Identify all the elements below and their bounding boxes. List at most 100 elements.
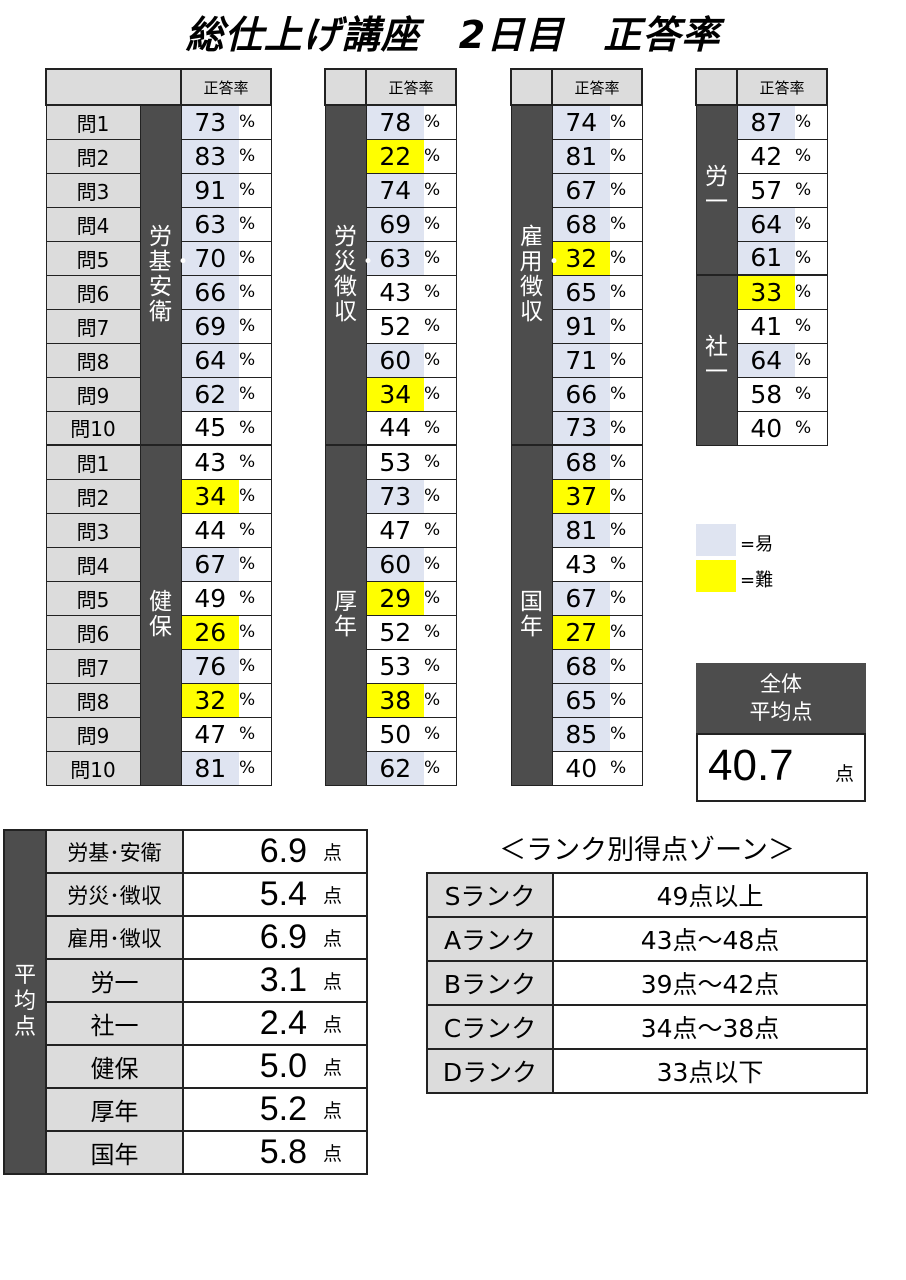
- table-row: 60%: [325, 546, 457, 582]
- subject-label: 国年: [510, 444, 553, 786]
- percent-unit: %: [610, 750, 643, 786]
- percent-unit: %: [424, 512, 457, 548]
- question-label: 問5: [45, 580, 141, 616]
- percent-unit: %: [795, 274, 828, 310]
- rate-value: 85: [551, 716, 610, 752]
- rate-value: 60: [365, 342, 424, 378]
- rate-value: 64: [736, 206, 795, 242]
- percent-unit: %: [424, 648, 457, 684]
- average-unit: 点: [323, 958, 368, 1003]
- table-row: 81%: [511, 512, 643, 548]
- average-unit: 点: [323, 1044, 368, 1089]
- average-row: 社一 2.4 点: [4, 1001, 368, 1046]
- rank-name: Aランク: [426, 916, 554, 962]
- rate-value: 67: [180, 546, 239, 582]
- percent-unit: %: [610, 274, 643, 310]
- rate-value: 73: [551, 410, 610, 446]
- percent-unit: %: [424, 308, 457, 344]
- table-row: 73%: [325, 478, 457, 514]
- rate-value: 50: [365, 716, 424, 752]
- average-subject-name: 労基･安衛: [45, 829, 184, 874]
- legend-easy-swatch: [696, 524, 736, 556]
- rate-value: 81: [180, 750, 239, 786]
- table-row: 厚年 53%: [324, 444, 457, 786]
- table-row: 64%: [696, 206, 828, 242]
- rate-value: 33: [736, 274, 795, 310]
- rank-range: 34点～38点: [552, 1004, 868, 1050]
- table-row: 63%: [325, 240, 457, 276]
- table-row: 44%: [325, 410, 457, 446]
- rate-value: 64: [180, 342, 239, 378]
- percent-unit: %: [239, 274, 272, 310]
- percent-unit: %: [610, 512, 643, 548]
- rate-value: 49: [180, 580, 239, 616]
- average-subject-name: 厚年: [45, 1087, 184, 1132]
- percent-unit: %: [610, 172, 643, 208]
- table-row: 42%: [696, 138, 828, 174]
- rank-range: 43点～48点: [552, 916, 868, 962]
- percent-unit: %: [795, 206, 828, 242]
- table-row: 66%: [511, 376, 643, 412]
- average-score: 6.9: [182, 915, 323, 960]
- table-row: 問7 76%: [45, 648, 272, 684]
- table-row: 68%: [511, 648, 643, 684]
- rate-value: 71: [551, 342, 610, 378]
- question-label: 問6: [45, 614, 141, 650]
- percent-unit: %: [610, 580, 643, 616]
- percent-unit: %: [610, 546, 643, 582]
- rate-value: 40: [736, 410, 795, 446]
- rate-value: 38: [365, 682, 424, 718]
- overall-average-value: 40.7: [708, 741, 794, 790]
- percent-unit: %: [239, 478, 272, 514]
- score-table-4: 正答率 労一 87% 42% 57% 64% 61% 社一 33% 41% 64% 58% 40%: [695, 68, 828, 446]
- average-subject-name: 社一: [45, 1001, 184, 1046]
- header-row: 正答率: [45, 68, 272, 106]
- rate-value: 26: [180, 614, 239, 650]
- percent-unit: %: [610, 648, 643, 684]
- legend-easy-label: =易: [740, 534, 774, 555]
- rate-value: 60: [365, 546, 424, 582]
- rate-value: 44: [365, 410, 424, 446]
- table-row: 71%: [511, 342, 643, 378]
- percent-unit: %: [424, 614, 457, 650]
- rank-row: Sランク 49点以上: [426, 872, 868, 918]
- rate-value: 27: [551, 614, 610, 650]
- table-row: 社一 33%: [695, 274, 828, 446]
- average-score: 5.8: [182, 1130, 323, 1175]
- overall-average-box: 40.7 点: [696, 733, 866, 802]
- subject-label: 健保: [139, 444, 182, 786]
- table-row: 問9 47%: [45, 716, 272, 752]
- percent-unit: %: [239, 546, 272, 582]
- percent-unit: %: [239, 104, 272, 140]
- question-label: 問10: [45, 750, 141, 786]
- overall-average-header: 全体 平均点: [696, 663, 866, 733]
- percent-unit: %: [424, 682, 457, 718]
- question-label: 問10: [45, 410, 141, 446]
- legend-hard-swatch: [696, 560, 736, 592]
- rate-value: 83: [180, 138, 239, 174]
- table-row: 37%: [511, 478, 643, 514]
- table-row: 問5 49%: [45, 580, 272, 616]
- rate-value: 34: [180, 478, 239, 514]
- percent-unit: %: [239, 376, 272, 412]
- question-label: 問2: [45, 138, 141, 174]
- rank-row: Bランク 39点～42点: [426, 960, 868, 1006]
- question-label: 問6: [45, 274, 141, 310]
- averages-vertical-label-text: 平均点: [13, 963, 36, 1040]
- table-row: 91%: [511, 308, 643, 344]
- percent-unit: %: [795, 410, 828, 446]
- rate-value: 91: [180, 172, 239, 208]
- table-row: 43%: [511, 546, 643, 582]
- average-row: 労一 3.1 点: [4, 958, 368, 1003]
- page-title: 総仕上げ講座 2日目 正答率: [185, 13, 721, 57]
- rate-value: 66: [551, 376, 610, 412]
- average-unit: 点: [323, 829, 368, 874]
- table-row: 58%: [696, 376, 828, 412]
- table-row: 問9 62%: [45, 376, 272, 412]
- rate-value: 64: [736, 342, 795, 378]
- percent-unit: %: [239, 716, 272, 752]
- average-row: 雇用･徴収 6.9 点: [4, 915, 368, 960]
- percent-unit: %: [424, 274, 457, 310]
- score-table-1: 正答率 問1 労基・安衛 73% 問2 83% 問3 91% 問4 63% 問5 70% 問6 66% 問7…: [45, 68, 272, 786]
- rate-value: 29: [365, 580, 424, 616]
